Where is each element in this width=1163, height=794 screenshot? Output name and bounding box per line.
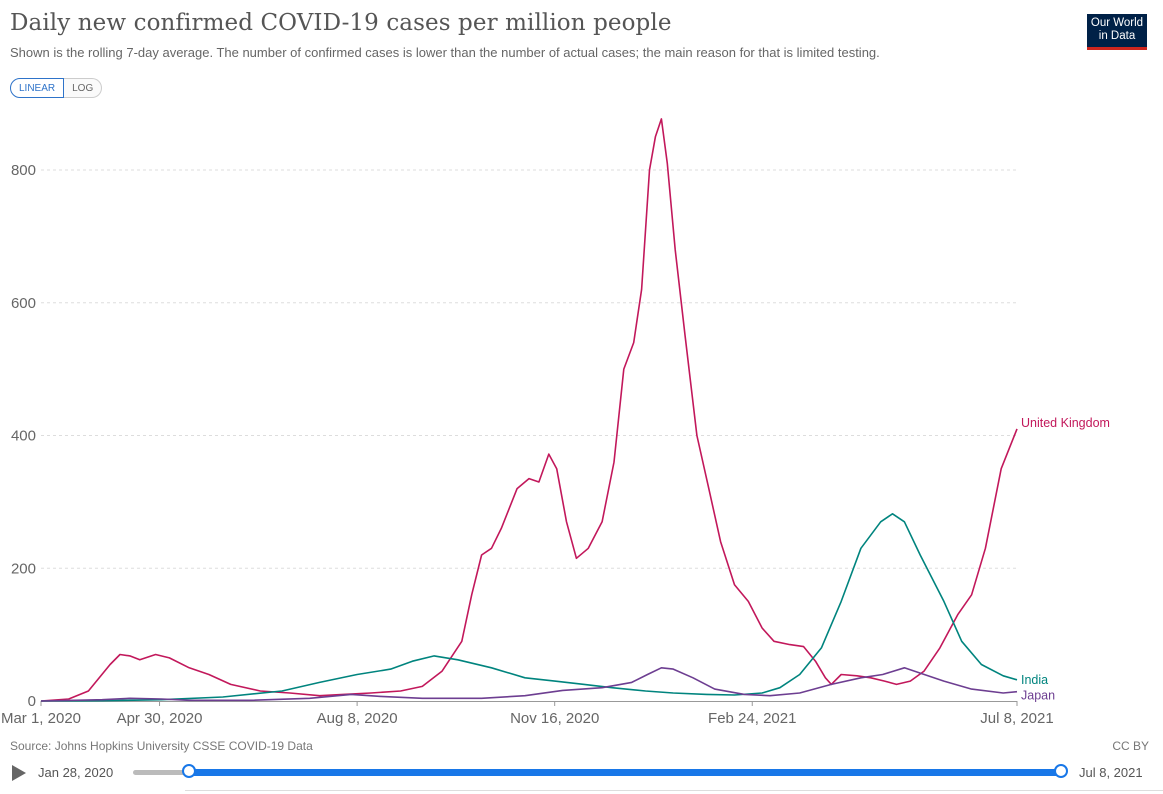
chart-title: Daily new confirmed COVID-19 cases per m…	[10, 10, 672, 36]
y-tick-label: 600	[11, 295, 36, 312]
series-line-india	[40, 513, 1018, 702]
series-label-japan: Japan	[1021, 689, 1055, 703]
linear-scale-button[interactable]: LINEAR	[10, 78, 65, 98]
timeline-start-handle[interactable]	[181, 764, 196, 778]
y-tick-label: 400	[11, 428, 36, 445]
series-label-india: India	[1021, 673, 1048, 687]
series-line-japan	[40, 667, 1018, 702]
y-tick-label: 800	[11, 162, 36, 179]
y-tick-label: 0	[28, 693, 36, 710]
series-line-uk	[40, 118, 1018, 702]
license-note[interactable]: CC BY	[1112, 739, 1149, 753]
timeline-selected-range	[188, 769, 1061, 776]
log-scale-button[interactable]: LOG	[64, 78, 103, 98]
play-icon[interactable]	[12, 765, 26, 781]
logo-line-1: Our World	[1090, 17, 1144, 29]
source-note[interactable]: Source: Johns Hopkins University CSSE CO…	[10, 739, 313, 753]
chart-subtitle: Shown is the rolling 7-day average. The …	[10, 45, 880, 60]
x-tick-label: Jul 8, 2021	[980, 710, 1053, 727]
x-tick-label: Feb 24, 2021	[708, 710, 796, 727]
line-chart: 0 200 400 600 800 Mar 1, 2020 Apr 30, 2020 Aug …	[1, 118, 1110, 727]
owid-logo[interactable]: Our World in Data	[1087, 14, 1147, 50]
timeline-end-label: Jul 8, 2021	[1079, 765, 1143, 780]
timeline-start-label: Jan 28, 2020	[38, 765, 114, 780]
x-tick-label: Mar 1, 2020	[1, 710, 81, 727]
x-tick-label: Nov 16, 2020	[510, 710, 599, 727]
timeline: Jan 28, 2020 Jul 8, 2021	[0, 756, 1163, 793]
scale-toggle: LINEAR LOG	[10, 78, 103, 98]
timeline-end-handle[interactable]	[1054, 764, 1068, 778]
x-tick-label: Aug 8, 2020	[317, 710, 398, 727]
y-tick-label: 200	[11, 560, 36, 577]
x-tick-label: Apr 30, 2020	[117, 710, 203, 727]
tabs-divider	[185, 790, 1163, 794]
logo-line-2: in Data	[1098, 30, 1136, 42]
series-label-uk: United Kingdom	[1021, 416, 1110, 430]
